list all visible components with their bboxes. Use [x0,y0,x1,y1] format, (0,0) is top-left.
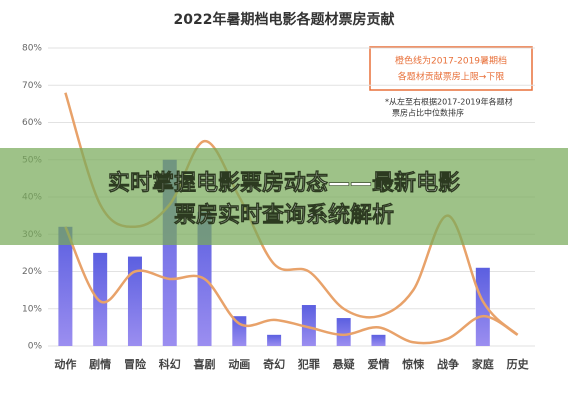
x-tick-label: 动作 [54,357,76,371]
x-tick-label: 惊悚 [402,357,425,371]
bar [58,226,73,346]
x-tick-label: 冒险 [124,357,147,371]
x-tick-label: 悬疑 [332,357,355,371]
x-tick-label: 剧情 [89,357,111,371]
x-tick-label: 动画 [228,357,250,371]
x-tick-label: 喜剧 [194,357,216,371]
x-tick-label: 爱情 [367,357,389,371]
legend-note: 各题材贡献票房上限→下限 [398,71,505,83]
bar [93,252,108,346]
x-tick-label: 历史 [507,357,530,371]
footnote: 票房占比中位数排序 [392,108,464,118]
footnote: *从左至右根据2017-2019年各题材 [385,97,513,107]
banner-text: 实时掌握电影票房动态——最新电影 [108,170,460,196]
y-tick-label: 80% [22,44,42,54]
y-tick-label: 10% [22,304,42,314]
chart-title: 2022年暑期档电影各题材票房贡献 [174,11,395,28]
bar [475,267,490,346]
y-tick-label: 60% [22,118,42,128]
banner [0,148,568,245]
x-tick-label: 战争 [437,357,459,371]
legend-note: 橙色线为2017-2019暑期档 [395,55,507,67]
y-tick-label: 70% [22,81,42,91]
bar [336,318,351,346]
x-tick-label: 奇幻 [263,357,285,371]
legend-box [369,46,533,91]
banner-text: 票房实时查询系统解析 [174,202,394,228]
y-tick-label: 0% [28,342,43,352]
line [64,226,519,345]
x-tick-label: 科幻 [159,357,181,371]
bar [267,334,282,346]
bar [232,316,247,346]
x-tick-label: 犯罪 [297,357,320,371]
bar [301,305,316,346]
bar [127,256,142,346]
bar [371,334,386,346]
y-tick-label: 20% [22,267,42,277]
x-tick-label: 家庭 [472,357,494,371]
